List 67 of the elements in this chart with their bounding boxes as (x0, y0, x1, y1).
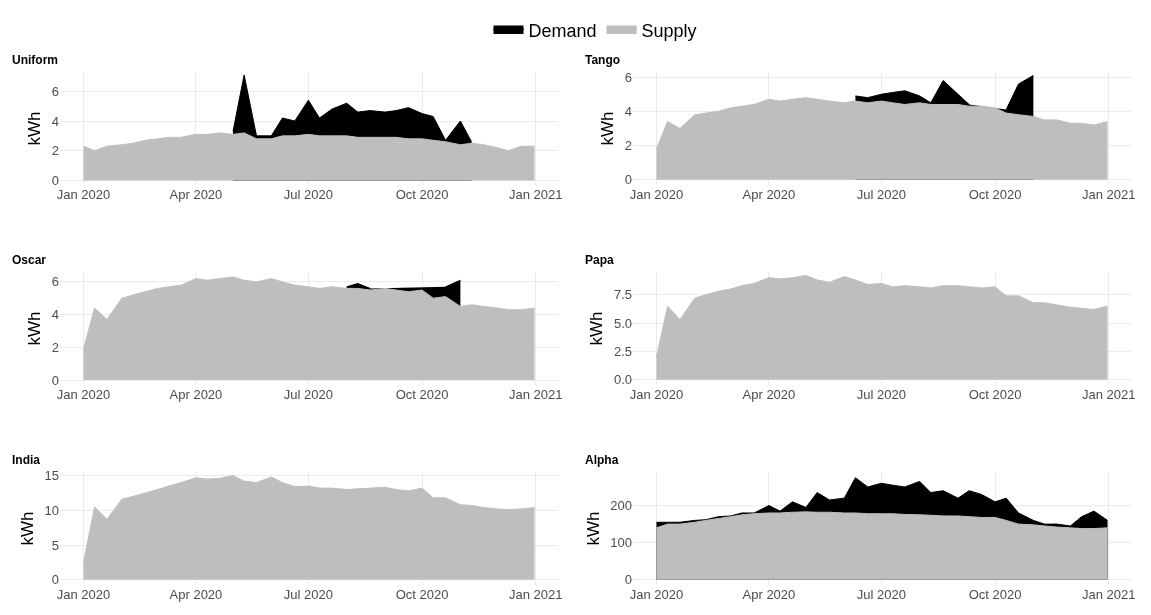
x-tick-label: Apr 2020 (742, 186, 796, 202)
x-tick-label: Oct 2020 (395, 186, 449, 202)
x-tick-label: Oct 2020 (395, 386, 449, 402)
x-tick-label: Apr 2020 (169, 587, 223, 602)
legend-label: Demand (528, 21, 597, 42)
chart-title: Papa (585, 253, 615, 267)
legend-label: Supply (641, 21, 697, 42)
x-tick-label: Jan 2020 (56, 386, 111, 402)
y-tick-label: 6 (624, 69, 632, 85)
chart-title: Tango (585, 53, 621, 67)
chart-title: India (12, 453, 41, 467)
y-tick-label: 6 (51, 83, 59, 99)
y-tick-label: 4 (51, 113, 59, 129)
x-tick-label: Oct 2020 (968, 186, 1022, 202)
y-tick-label: 0.0 (613, 372, 632, 388)
x-tick-label: Jul 2020 (856, 186, 906, 202)
x-tick-label: Oct 2020 (395, 587, 449, 602)
x-tick-label: Apr 2020 (742, 386, 796, 402)
y-tick-label: 2 (51, 143, 59, 159)
chart-title: Alpha (585, 453, 619, 467)
y-tick-label: 2 (51, 339, 59, 355)
x-tick-label: Jul 2020 (283, 587, 333, 602)
x-tick-label: Jan 2021 (509, 186, 563, 202)
y-axis-title: kWh (25, 311, 45, 346)
y-tick-label: 10 (44, 502, 59, 518)
x-tick-label: Jan 2021 (1082, 587, 1136, 602)
y-tick-label: 6 (51, 274, 59, 290)
y-tick-label: 100 (610, 535, 632, 551)
y-axis-title: kWh (598, 111, 618, 146)
x-tick-label: Jan 2021 (1082, 386, 1136, 402)
x-tick-label: Jul 2020 (856, 587, 906, 602)
x-tick-label: Apr 2020 (169, 186, 223, 202)
x-tick-label: Jan 2021 (509, 587, 563, 602)
y-axis-title: kWh (18, 511, 38, 546)
x-tick-label: Jan 2020 (629, 386, 684, 402)
y-axis-title: kWh (583, 511, 603, 546)
y-tick-label: 0 (624, 572, 632, 588)
x-tick-label: Apr 2020 (742, 587, 796, 602)
x-tick-label: Jul 2020 (283, 386, 333, 402)
y-tick-label: 2.5 (613, 344, 632, 360)
x-tick-label: Jul 2020 (856, 386, 906, 402)
y-tick-label: 5 (51, 537, 59, 553)
x-tick-label: Jan 2021 (509, 386, 563, 402)
y-tick-label: 0 (51, 172, 59, 188)
y-tick-label: 4 (624, 103, 632, 119)
x-tick-label: Jan 2021 (1082, 186, 1136, 202)
y-tick-label: 5.0 (613, 315, 632, 331)
chart-title: Oscar (12, 253, 47, 267)
y-tick-label: 0 (51, 572, 59, 588)
y-tick-label: 200 (610, 498, 632, 514)
y-tick-label: 0 (51, 372, 59, 388)
y-tick-label: 2 (624, 138, 632, 154)
y-tick-label: 0 (624, 172, 632, 188)
x-tick-label: Jan 2020 (56, 186, 111, 202)
x-tick-label: Jan 2020 (629, 186, 684, 202)
y-axis-title: kWh (25, 111, 45, 146)
y-tick-label: 7.5 (613, 287, 632, 303)
chart-title: Uniform (12, 53, 58, 67)
x-tick-label: Jan 2020 (629, 587, 684, 602)
x-tick-label: Oct 2020 (968, 386, 1022, 402)
x-tick-label: Jul 2020 (283, 186, 333, 202)
x-tick-label: Apr 2020 (169, 386, 223, 402)
y-tick-label: 4 (51, 307, 59, 323)
y-axis-title: kWh (587, 311, 607, 346)
x-tick-label: Oct 2020 (968, 587, 1022, 602)
x-tick-label: Jan 2020 (56, 587, 111, 602)
y-tick-label: 15 (44, 468, 59, 484)
